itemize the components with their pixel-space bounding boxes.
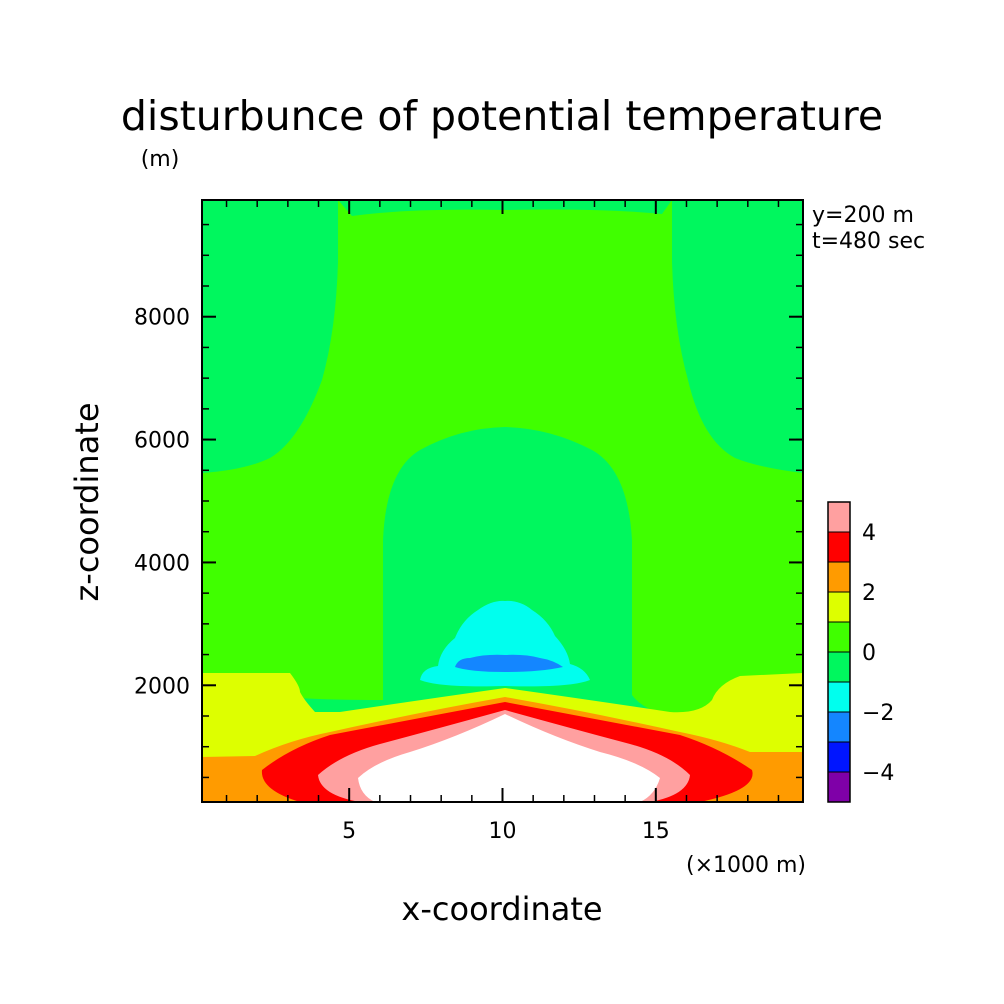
- contour-region-upper-left: [202, 200, 338, 473]
- colorbar-swatch: [828, 562, 850, 592]
- contour-region-top-strip: [338, 200, 672, 216]
- y-tick-label: 4000: [134, 551, 190, 576]
- y-unit-label: (m): [141, 147, 180, 172]
- contour-region-upper-right: [672, 200, 803, 473]
- contour-region-warm-above-5: [358, 714, 660, 802]
- x-tick-label: 10: [489, 819, 517, 844]
- annotation-t: t=480 sec: [812, 229, 925, 254]
- plot-area: [202, 200, 803, 802]
- x-axis-label: x-coordinate: [401, 890, 602, 928]
- x-tick-label: 5: [342, 819, 356, 844]
- colorbar-tick-label: 4: [862, 521, 876, 546]
- y-tick-label: 6000: [134, 429, 190, 454]
- colorbar-tick-label: −2: [862, 701, 894, 726]
- colorbar-swatch: [828, 532, 850, 562]
- colorbar-frame: [827, 501, 851, 803]
- x-tick-label: 15: [642, 819, 670, 844]
- y-tick-label: 8000: [134, 306, 190, 331]
- x-axis-ticks: 5 10 15: [342, 200, 670, 844]
- colorbar-tick-label: 0: [862, 641, 876, 666]
- x-unit-label: (×1000 m): [686, 853, 806, 878]
- colorbar-tick-label: 2: [862, 581, 876, 606]
- colorbar-swatch: [828, 742, 850, 772]
- annotation-y: y=200 m: [812, 203, 914, 228]
- colorbar-swatch: [828, 652, 850, 682]
- colorbar-swatch: [828, 682, 850, 712]
- y-axis-ticks: 2000 4000 6000 8000: [134, 306, 803, 699]
- colorbar-swatch: [828, 622, 850, 652]
- chart-title: disturbunce of potential temperature: [121, 92, 883, 140]
- colorbar: −4 −2 0 2 4: [827, 501, 894, 803]
- y-axis-label: z-coordinate: [68, 402, 106, 601]
- contour-region-cold-core: [455, 654, 563, 672]
- colorbar-tick-label: −4: [862, 761, 894, 786]
- colorbar-swatch: [828, 712, 850, 742]
- colorbar-swatch: [828, 502, 850, 532]
- colorbar-swatch: [828, 592, 850, 622]
- colorbar-swatch: [828, 772, 850, 802]
- y-tick-label: 2000: [134, 674, 190, 699]
